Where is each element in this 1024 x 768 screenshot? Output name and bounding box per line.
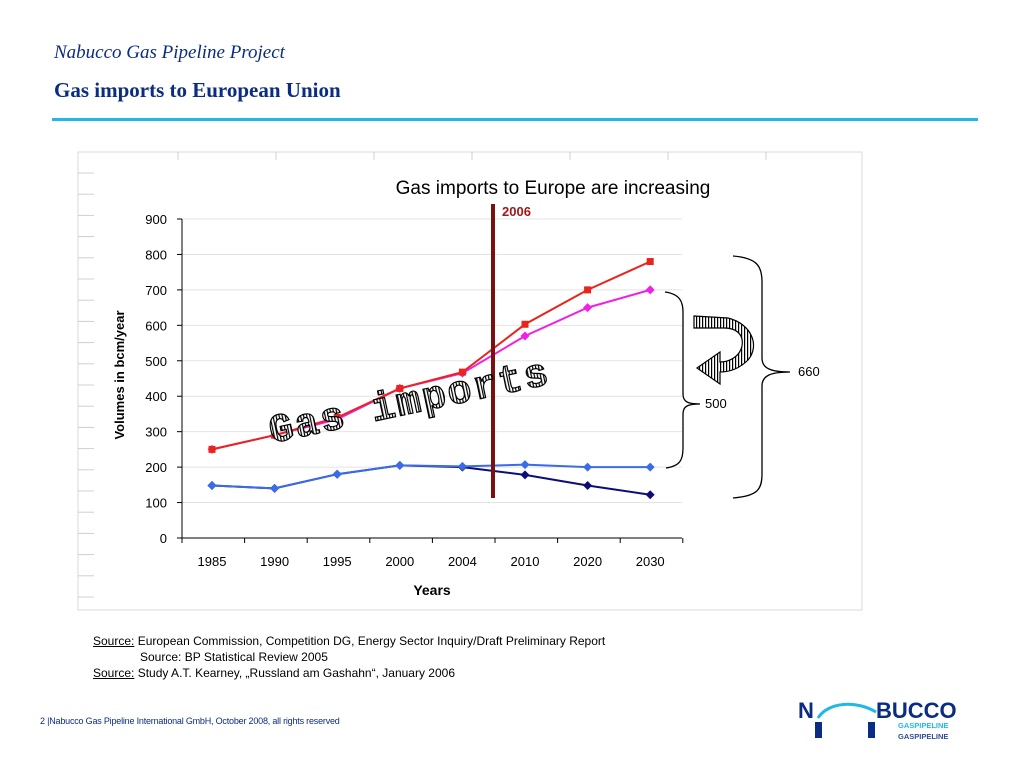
y-gridlines — [182, 218, 682, 504]
data-point — [333, 413, 341, 421]
data-point — [645, 285, 655, 295]
curved-arrow-icon — [693, 315, 755, 386]
data-point — [332, 469, 342, 479]
data-point — [521, 320, 529, 328]
gas-imports-overlay-text: Gas imports — [265, 352, 554, 455]
brace-inner-label: 500 — [705, 396, 727, 411]
series-line — [211, 463, 651, 490]
chart-title: Gas imports to Europe are increasing — [396, 178, 711, 199]
x-tick-label: 2030 — [636, 554, 665, 569]
data-point — [583, 481, 593, 491]
data-point — [457, 461, 467, 471]
data-point — [520, 331, 530, 341]
x-tick-label: 1985 — [198, 554, 227, 569]
data-point — [270, 483, 280, 493]
logo-right-pillar — [868, 722, 875, 738]
logo-tagline-reflection: GASPIPELINE — [898, 732, 948, 741]
x-tick-label: 2004 — [448, 554, 477, 569]
data-point — [395, 460, 405, 470]
year-2006-marker-line — [491, 204, 495, 498]
source-line-3: Source: Study A.T. Kearney, „Russland am… — [93, 665, 605, 681]
footer-copyright: 2 |Nabucco Gas Pipeline International Gm… — [40, 716, 340, 726]
logo-arc — [816, 702, 877, 719]
y-tick-label: 800 — [145, 247, 167, 262]
source-line-1: Source: European Commission, Competition… — [93, 633, 605, 649]
x-tick-label: 2000 — [385, 554, 414, 569]
x-axis-label: Years — [413, 582, 451, 598]
y-tick-label: 300 — [145, 425, 167, 440]
y-tick-label: 500 — [145, 354, 167, 369]
data-point — [584, 286, 592, 294]
data-point — [208, 445, 216, 453]
source-text-3: Study A.T. Kearney, „Russland am Gashahn… — [137, 666, 455, 680]
source-block: Source: European Commission, Competition… — [93, 633, 605, 681]
data-point — [458, 368, 466, 376]
y-tick-label: 100 — [145, 496, 167, 511]
data-point — [396, 384, 404, 392]
y-tick-label: 600 — [145, 318, 167, 333]
series-lines — [207, 258, 655, 500]
source-text-1: European Commission, Competition DG, Ene… — [137, 634, 606, 648]
y-tick-label: 200 — [145, 460, 167, 475]
source-label: Source: — [93, 634, 135, 648]
data-point — [271, 431, 279, 439]
brace-outer-label: 660 — [798, 364, 820, 379]
series-line — [211, 260, 651, 451]
data-point — [583, 303, 593, 313]
y-axis-label: Volumes in bcm/year — [112, 310, 127, 439]
y-tick-labels: 0 100 200 300 400 500 600 700 800 900 — [145, 212, 167, 546]
series-line — [211, 464, 651, 496]
x-tick-label: 1990 — [260, 554, 289, 569]
source-label: Source: — [93, 666, 135, 680]
data-point — [520, 460, 530, 470]
y-tick-label: 400 — [145, 389, 167, 404]
x-tick-labels: 1985 1990 1995 2000 2004 2010 2020 2030 — [198, 554, 665, 569]
data-point — [207, 481, 217, 491]
header-divider — [52, 118, 978, 121]
x-tick-label: 2020 — [573, 554, 602, 569]
x-tick-label: 2010 — [511, 554, 540, 569]
logo-tagline: GASPIPELINE — [898, 721, 948, 730]
year-2006-marker-label: 2006 — [502, 204, 531, 219]
chart-frame — [77, 151, 863, 611]
y-tick-label: 700 — [145, 283, 167, 298]
data-point — [583, 462, 593, 472]
data-point — [645, 462, 655, 472]
data-point — [646, 258, 654, 266]
data-point — [520, 470, 530, 480]
y-tick-label: 900 — [145, 212, 167, 227]
brace-outer — [732, 255, 791, 499]
logo-word: BUCCO — [876, 698, 957, 723]
source-line-2: Source: BP Statistical Review 2005 — [140, 650, 328, 664]
nabucco-logo: N BUCCO GASPIPELINE GASPIPELINE — [798, 698, 957, 741]
x-tick-label: 1995 — [323, 554, 352, 569]
slide-subtitle: Nabucco Gas Pipeline Project — [54, 42, 285, 63]
y-tick-label: 0 — [160, 531, 167, 546]
data-point — [645, 490, 655, 500]
brace-inner — [664, 291, 701, 469]
slide-title: Gas imports to European Union — [54, 78, 341, 102]
axes — [177, 218, 684, 543]
logo-n: N — [798, 698, 814, 723]
logo-left-pillar — [815, 722, 822, 738]
